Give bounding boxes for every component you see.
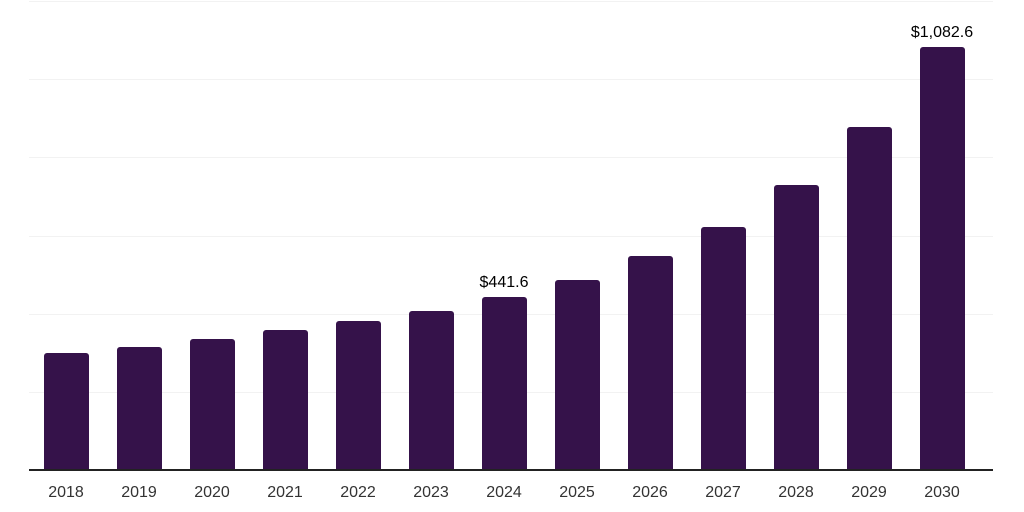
- x-tick-label-2022: 2022: [340, 484, 376, 501]
- bar-2023[interactable]: [408, 310, 454, 470]
- data-label-2024: $441.6: [479, 274, 529, 292]
- x-tick-label-2024: 2024: [486, 484, 522, 501]
- bar-2021[interactable]: [262, 330, 308, 470]
- bar-2025[interactable]: [554, 279, 600, 470]
- x-tick-label-2019: 2019: [121, 484, 157, 501]
- x-tick-label-2030: 2030: [924, 484, 960, 501]
- bar-2026[interactable]: [627, 255, 673, 470]
- bar-2022[interactable]: [335, 321, 381, 470]
- bar-2029[interactable]: [846, 126, 892, 470]
- bar-2018[interactable]: [43, 352, 89, 470]
- gridline-1200: [29, 1, 993, 2]
- x-tick-label-2021: 2021: [267, 484, 303, 501]
- gridline-600: [29, 235, 993, 237]
- x-tick-label-2028: 2028: [778, 484, 814, 501]
- bar-2027[interactable]: [700, 226, 746, 470]
- x-axis-line: [29, 469, 993, 471]
- data-label-2030: $1,082.6: [910, 23, 974, 41]
- bar-2030[interactable]: [919, 46, 965, 470]
- bar-2024[interactable]: [481, 297, 527, 470]
- gridline-800: [29, 157, 993, 159]
- bar-2019[interactable]: [116, 346, 162, 470]
- x-tick-label-2025: 2025: [559, 484, 595, 501]
- x-tick-label-2029: 2029: [851, 484, 887, 501]
- x-tick-label-2020: 2020: [194, 484, 230, 501]
- bar-2020[interactable]: [189, 339, 235, 470]
- x-tick-label-2027: 2027: [705, 484, 741, 501]
- x-tick-label-2026: 2026: [632, 484, 668, 501]
- gridline-1000: [29, 79, 993, 81]
- x-tick-label-2023: 2023: [413, 484, 449, 501]
- x-tick-label-2018: 2018: [48, 484, 84, 501]
- bar-2028[interactable]: [773, 184, 819, 470]
